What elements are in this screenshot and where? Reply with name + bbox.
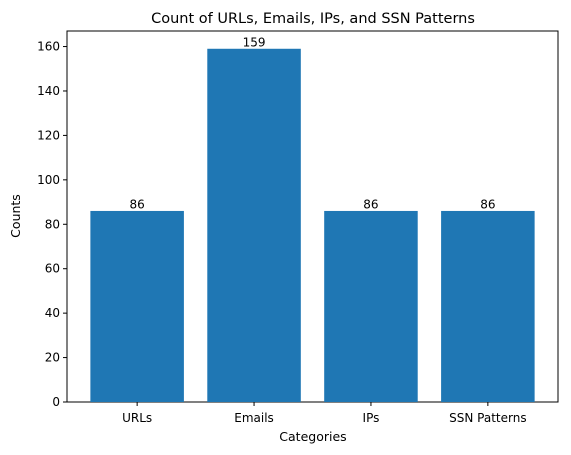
data-label: 86 [480,197,495,211]
y-tick-label: 60 [45,262,60,276]
x-tick-label: IPs [363,411,380,425]
x-axis-label: Categories [279,429,346,444]
y-axis: 0 20 40 60 80 100 120 140 160 [37,40,67,409]
y-tick-label: 160 [37,40,60,54]
y-tick-label: 140 [37,84,60,98]
y-tick-label: 120 [37,128,60,142]
y-tick-label: 40 [45,306,60,320]
chart-title: Count of URLs, Emails, IPs, and SSN Patt… [151,11,475,27]
plot-area: 86 159 86 86 [66,30,559,403]
y-tick-label: 80 [45,217,60,231]
y-tick-label: 20 [45,351,60,365]
bar-ips [324,210,418,402]
bars [90,48,535,403]
plot-frame [66,30,559,403]
x-tick-label: URLs [122,411,152,425]
y-axis-label: Counts [8,194,23,238]
data-label: 86 [363,197,378,211]
x-tick-label: Emails [234,411,274,425]
y-tick-label: 100 [37,173,60,187]
x-tick-label: SSN Patterns [449,411,526,425]
bar-ssn-patterns [441,210,535,402]
data-labels: 86 159 86 86 [129,35,495,211]
data-label: 159 [243,35,266,49]
data-label: 86 [129,197,144,211]
x-axis: URLs Emails IPs SSN Patterns [122,402,527,425]
y-tick-label: 0 [52,395,60,409]
bar-emails [207,48,301,403]
bar-urls [90,210,184,402]
